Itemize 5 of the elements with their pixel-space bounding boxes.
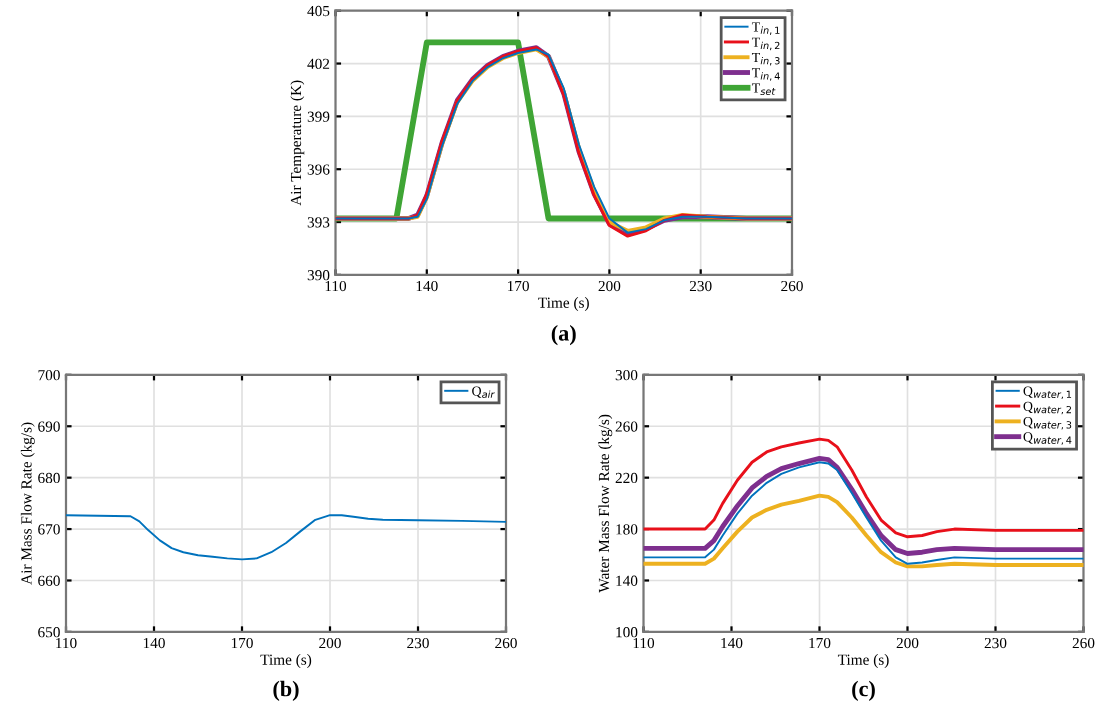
text: (a) (551, 325, 576, 346)
line-series (643, 493, 1084, 569)
text: (b) (273, 680, 299, 701)
text: (c) (852, 680, 875, 701)
line-series (66, 514, 506, 561)
